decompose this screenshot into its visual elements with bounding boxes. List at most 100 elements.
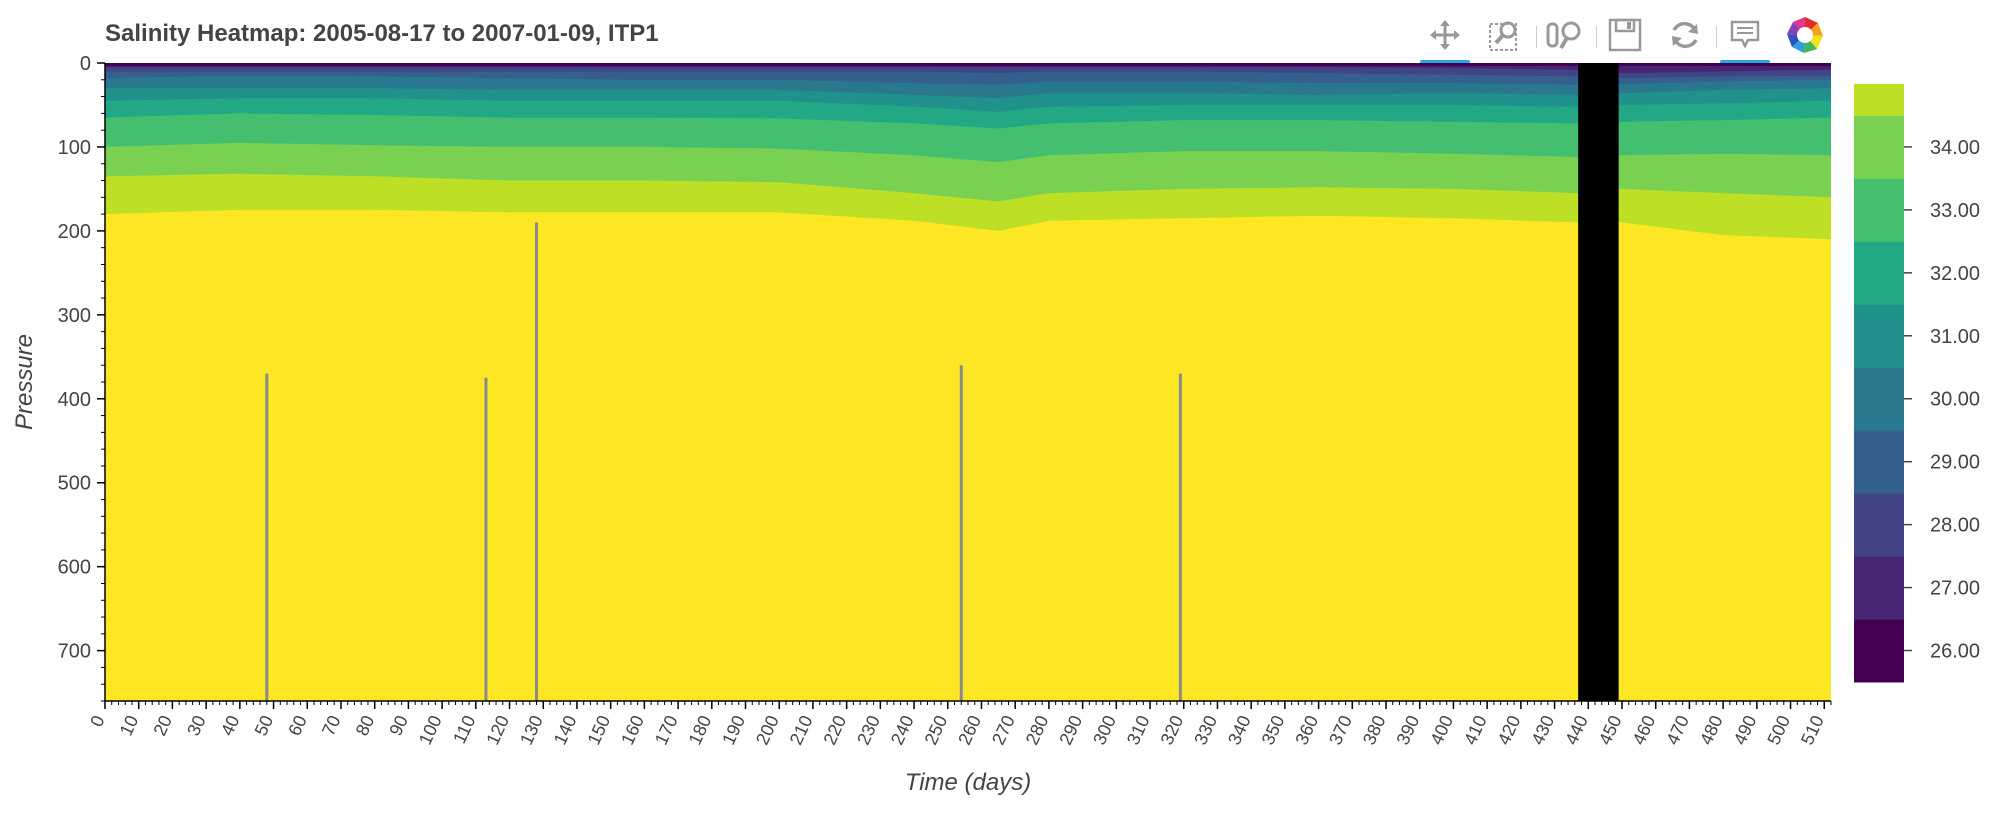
x-tick-label: 250	[921, 712, 952, 748]
x-tick-label: 470	[1662, 712, 1693, 748]
chart-title: Salinity Heatmap: 2005-08-17 to 2007-01-…	[105, 20, 659, 47]
colorbar-swatch	[1854, 241, 1904, 305]
x-tick-label: 390	[1393, 712, 1424, 748]
x-tick-label: 120	[482, 712, 513, 748]
x-tick-label: 40	[217, 712, 244, 739]
x-tick-label: 130	[516, 712, 547, 748]
x-tick-label: 240	[887, 712, 918, 748]
colorbar-swatch	[1854, 619, 1904, 683]
x-tick-label: 10	[116, 712, 143, 739]
y-tick-label: 100	[58, 137, 91, 159]
x-tick-label: 450	[1595, 712, 1626, 748]
x-tick-label: 180	[685, 712, 716, 748]
reset-icon	[1672, 21, 1698, 49]
y-tick-label: 300	[58, 305, 91, 327]
colorbar-swatch	[1854, 493, 1904, 557]
x-tick-label: 430	[1527, 712, 1558, 748]
x-tick-label: 420	[1494, 712, 1525, 748]
colorbar-swatch	[1854, 430, 1904, 494]
x-tick-label: 360	[1291, 712, 1322, 748]
heatmap-plot-area[interactable]	[105, 63, 1831, 701]
x-tick-label: 400	[1426, 712, 1457, 748]
pan-tool[interactable]	[1420, 10, 1470, 64]
save-icon	[1608, 18, 1642, 52]
x-tick-label: 200	[752, 712, 783, 748]
x-tick-label: 160	[617, 712, 648, 748]
y-tick-label: 0	[80, 53, 91, 75]
pan-icon	[1430, 20, 1460, 50]
x-tick-label: 460	[1629, 712, 1660, 748]
colorbar-tick-label: 30.00	[1930, 389, 1980, 411]
colorbar-tick-label: 28.00	[1930, 515, 1980, 537]
colorbar-tick-label: 31.00	[1930, 326, 1980, 348]
x-tick-label: 320	[1157, 712, 1188, 748]
x-tick-label: 170	[651, 712, 682, 748]
x-tick-label: 230	[853, 712, 884, 748]
x-tick-label: 510	[1797, 712, 1828, 748]
colorbar-tick-label: 26.00	[1930, 641, 1980, 663]
x-tick-label: 260	[954, 712, 985, 748]
wheel-zoom-tool[interactable]	[1540, 10, 1590, 60]
chart-toolbar	[1420, 6, 1840, 64]
colorbar-swatch	[1854, 115, 1904, 179]
colorbar-tick-label: 27.00	[1930, 578, 1980, 600]
hover-icon	[1730, 20, 1760, 49]
x-tick-label: 140	[550, 712, 581, 748]
reset-tool[interactable]	[1660, 10, 1710, 60]
x-tick-label: 0	[86, 712, 108, 730]
x-tick-label: 290	[1055, 712, 1086, 748]
x-tick-label: 30	[183, 712, 210, 739]
box-zoom-icon	[1489, 21, 1517, 51]
colorbar-swatch	[1854, 304, 1904, 368]
y-axis-label: Pressure	[11, 334, 38, 430]
x-tick-label: 60	[284, 712, 311, 739]
colorbar-tick-label: 34.00	[1930, 137, 1980, 159]
x-axis-label: Time (days)	[905, 769, 1031, 796]
colorbar-swatch	[1854, 84, 1904, 116]
heatmap-surface-cell	[105, 63, 1831, 66]
x-tick-label: 80	[352, 712, 379, 739]
x-tick-label: 150	[583, 712, 614, 748]
x-tick-label: 20	[149, 712, 176, 739]
y-tick-label: 600	[58, 557, 91, 579]
x-tick-label: 350	[1258, 712, 1289, 748]
y-tick-label: 500	[58, 473, 91, 495]
x-tick-label: 440	[1561, 712, 1592, 748]
colorbar-tick-label: 29.00	[1930, 452, 1980, 474]
x-tick-label: 480	[1696, 712, 1727, 748]
x-tick-label: 270	[988, 712, 1019, 748]
y-tick-label: 200	[58, 221, 91, 243]
x-tick-label: 300	[1089, 712, 1120, 748]
x-tick-label: 70	[318, 712, 345, 739]
x-tick-label: 90	[385, 712, 412, 739]
colorbar-tick-label: 32.00	[1930, 263, 1980, 285]
x-tick-label: 220	[819, 712, 850, 748]
toolbar-separator	[1716, 26, 1717, 48]
x-tick-label: 340	[1224, 712, 1255, 748]
x-tick-label: 190	[718, 712, 749, 748]
x-tick-label: 100	[415, 712, 446, 748]
x-tick-label: 370	[1325, 712, 1356, 748]
x-tick-label: 490	[1730, 712, 1761, 748]
box-zoom-tool[interactable]	[1480, 10, 1530, 60]
x-tick-label: 330	[1190, 712, 1221, 748]
y-tick-label: 700	[58, 641, 91, 663]
x-tick-label: 210	[786, 712, 817, 748]
hover-tool[interactable]	[1720, 10, 1770, 64]
x-tick-label: 50	[251, 712, 278, 739]
wheel-zoom-icon	[1546, 21, 1581, 50]
save-tool[interactable]	[1600, 10, 1650, 60]
x-tick-label: 110	[449, 712, 479, 746]
bokeh-logo-icon	[1787, 17, 1823, 53]
bokeh-logo[interactable]	[1780, 10, 1830, 60]
toolbar-separator	[1596, 26, 1597, 48]
missing-data-band	[1578, 63, 1619, 701]
x-tick-label: 500	[1763, 712, 1794, 748]
y-tick-label: 400	[58, 389, 91, 411]
x-tick-label: 410	[1460, 712, 1491, 748]
colorbar-swatch	[1854, 367, 1904, 431]
x-tick-label: 380	[1359, 712, 1390, 748]
colorbar-tick-label: 33.00	[1930, 200, 1980, 222]
